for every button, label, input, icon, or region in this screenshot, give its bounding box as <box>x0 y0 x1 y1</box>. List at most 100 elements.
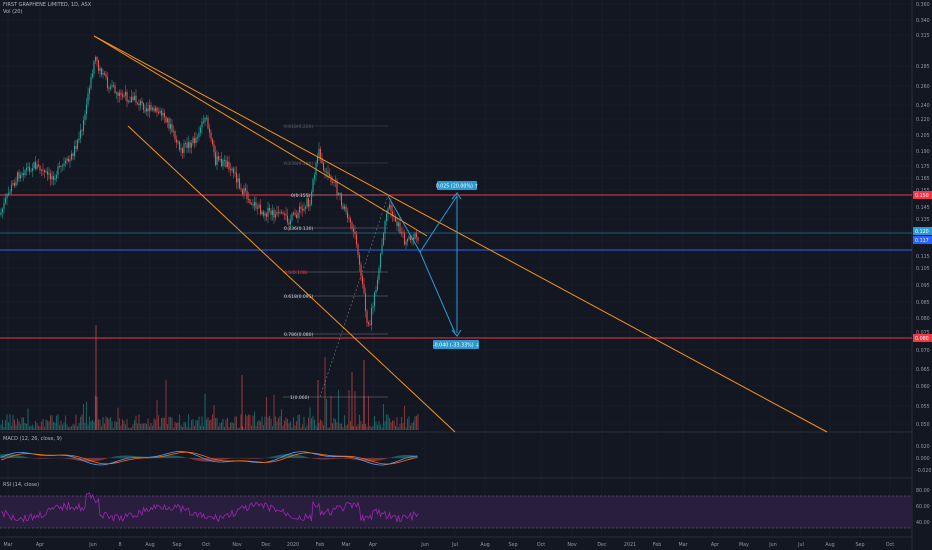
macd-pane <box>0 451 418 466</box>
time-tick-label: May <box>739 542 749 548</box>
price-tick-label: 0.190 <box>916 149 930 155</box>
time-tick-label: Aug <box>480 542 489 548</box>
symbol-title[interactable]: FIRST GRAPHENE LIMITED, 1D, ASX <box>3 2 92 8</box>
price-tick-label: 0.145 <box>916 205 930 211</box>
rsi-tick-label: 80.00 <box>916 488 930 494</box>
fib-label: 1(0.060) <box>290 395 310 401</box>
lower-trendline[interactable] <box>127 125 456 433</box>
price-tag-label: 0.120 <box>915 229 929 235</box>
rsi-axis: 80.00 60.00 40.00 <box>916 488 930 526</box>
time-tick-label: 8 <box>118 542 121 548</box>
measure-label-down: -0.040 (-33.33%) ↓ <box>433 340 479 349</box>
fib-label: 0.786(0.080) <box>284 332 314 338</box>
time-tick-label: Jun <box>88 542 97 548</box>
time-tick-label: Dec <box>597 542 607 548</box>
time-tick-label: Apr <box>36 542 44 548</box>
candlesticks <box>0 55 419 331</box>
time-tick-label: Feb <box>316 542 325 548</box>
time-tick-label: Feb <box>653 542 662 548</box>
volume-bars <box>0 325 419 430</box>
price-tick-label: 0.075 <box>916 330 930 336</box>
svg-text:0.618(0.220): 0.618(0.220) <box>284 124 314 130</box>
macd-tick-label: 0.020 <box>916 444 930 450</box>
price-tag <box>913 236 932 244</box>
price-tick-label: 0.135 <box>916 217 930 223</box>
price-tick-label: 0.105 <box>916 266 930 272</box>
svg-text:0.025 (20.00%) ↑: 0.025 (20.00%) ↑ <box>436 184 479 190</box>
price-tick-label: 0.115 <box>916 254 930 260</box>
upper-trendline[interactable] <box>93 35 428 237</box>
time-tick-label: Oct <box>202 542 210 548</box>
price-tick-label: 0.065 <box>916 367 930 373</box>
time-tick-label: Apr <box>369 542 377 548</box>
price-tick-label: 0.095 <box>916 283 930 289</box>
price-tick-label: 0.285 <box>916 64 930 70</box>
price-tick-label: 0.175 <box>916 164 930 170</box>
time-tick-label: Jul <box>797 542 804 548</box>
rsi-tick-label: 60.00 <box>916 504 930 510</box>
volume-indicator-label[interactable]: Vol (20) <box>3 9 23 15</box>
price-tick-label: 0.360 <box>916 2 930 8</box>
time-tick-label: 2021 <box>624 542 636 548</box>
time-tick-label: Sep <box>172 542 181 548</box>
time-axis[interactable]: Mar Apr Jun 8 Aug Sep Oct Nov Dec 2020 Feb Mar Apr Ju… <box>3 542 894 548</box>
price-tags: 0.150 0.120 0.117 0.080 <box>913 191 932 342</box>
fib-label: 0.618(0.095) <box>284 294 314 300</box>
grid <box>0 0 912 537</box>
time-tick-label: Sep <box>855 542 864 548</box>
price-axis[interactable]: 0.360 0.340 0.315 0.285 0.260 0.240 0.220 0.205… <box>916 2 930 428</box>
price-tick-label: 0.340 <box>916 18 930 24</box>
rsi-pane <box>0 491 419 523</box>
price-tick-label: 0.070 <box>916 348 930 354</box>
time-tick-label: Oct <box>537 542 545 548</box>
time-tick-label: Jul <box>451 542 458 548</box>
fib-retracement[interactable]: 0.618(0.220) 0.236(0.180) 0(0.155) 0.236… <box>283 124 389 401</box>
price-tick-label: 0.315 <box>916 33 930 39</box>
price-tick-label: 0.050 <box>916 422 930 428</box>
price-tick-label: 0.240 <box>916 103 930 109</box>
macd-tick-label: -0.020 <box>916 468 931 474</box>
time-tick-label: Mar <box>678 542 687 548</box>
fib-label: 0(0.155) <box>291 193 311 199</box>
price-tag <box>913 334 932 342</box>
price-tick-label: 0.055 <box>916 404 930 410</box>
rsi-tick-label: 40.00 <box>916 520 930 526</box>
price-tag-label: 0.080 <box>915 336 929 342</box>
price-tag-label: 0.117 <box>915 238 929 244</box>
svg-text:0.236(0.180): 0.236(0.180) <box>284 161 314 167</box>
svg-text:-0.040 (-33.33%) ↓: -0.040 (-33.33%) ↓ <box>433 343 479 349</box>
time-tick-label: 2020 <box>287 542 299 548</box>
time-tick-label: Mar <box>341 542 350 548</box>
macd-axis: 0.020 0.000 -0.020 <box>916 444 931 474</box>
time-tick-label: Mar <box>3 542 12 548</box>
price-tick-label: 0.085 <box>916 300 930 306</box>
svg-text:0.5(0.108): 0.5(0.108) <box>284 270 308 276</box>
price-tick-label: 0.205 <box>916 133 930 139</box>
time-tick-label: Oct <box>886 542 894 548</box>
rsi-indicator-label[interactable]: RSI (14, close) <box>3 482 40 488</box>
price-tick-label: 0.220 <box>916 117 930 123</box>
price-tag <box>913 227 932 235</box>
long-trendline[interactable] <box>93 35 828 433</box>
rsi-band <box>0 496 912 528</box>
price-tick-label: 0.080 <box>916 316 930 322</box>
projection-arrows[interactable] <box>387 192 462 337</box>
fib-label: 0.236(0.130) <box>284 226 314 232</box>
price-tick-label: 0.260 <box>916 84 930 90</box>
time-tick-label: Dec <box>261 542 271 548</box>
macd-indicator-label[interactable]: MACD (12, 26, close, 9) <box>3 436 62 442</box>
time-tick-label: Nov <box>567 542 577 548</box>
measure-label-up: 0.025 (20.00%) ↑ <box>436 181 479 190</box>
time-tick-label: Apr <box>711 542 719 548</box>
time-tick-label: Aug <box>145 542 154 548</box>
price-tag-label: 0.150 <box>915 193 929 199</box>
time-tick-label: Jun <box>768 542 777 548</box>
price-tag <box>913 191 932 199</box>
time-tick-label: Jun <box>420 542 429 548</box>
macd-tick-label: 0.000 <box>916 456 930 462</box>
time-tick-label: Aug <box>825 542 834 548</box>
price-tick-label: 0.165 <box>916 176 930 182</box>
time-tick-label: Nov <box>232 542 242 548</box>
price-tick-label: 0.060 <box>916 384 930 390</box>
